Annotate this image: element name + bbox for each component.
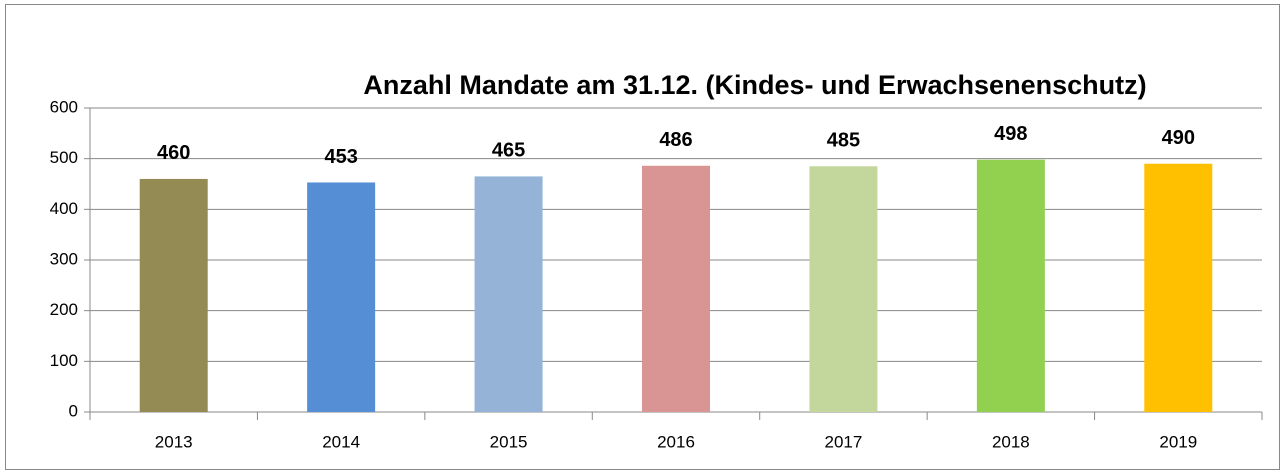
x-tick-label: 2018 bbox=[992, 432, 1030, 451]
bar bbox=[642, 165, 710, 412]
x-tick-label: 2013 bbox=[155, 432, 193, 451]
bar bbox=[139, 178, 208, 412]
y-tick-label: 300 bbox=[50, 249, 78, 268]
bar bbox=[307, 182, 376, 412]
x-tick-label: 2015 bbox=[490, 432, 528, 451]
y-tick-label: 200 bbox=[50, 300, 78, 319]
y-tick-label: 0 bbox=[69, 401, 78, 420]
y-tick-label: 600 bbox=[50, 97, 78, 116]
bar bbox=[809, 166, 878, 412]
x-tick-label: 2019 bbox=[1159, 432, 1197, 451]
y-tick-label: 100 bbox=[50, 351, 78, 370]
value-label: 490 bbox=[1162, 127, 1195, 149]
x-tick-label: 2014 bbox=[322, 432, 360, 451]
value-label: 485 bbox=[827, 130, 860, 152]
value-label: 465 bbox=[492, 140, 525, 162]
x-tick-label: 2017 bbox=[825, 432, 863, 451]
value-label: 486 bbox=[659, 129, 692, 151]
chart-title: Anzahl Mandate am 31.12. (Kindes- und Er… bbox=[363, 70, 1146, 100]
value-label: 460 bbox=[157, 142, 190, 164]
y-tick-label: 500 bbox=[50, 148, 78, 167]
bar bbox=[976, 159, 1045, 412]
value-label: 453 bbox=[324, 146, 357, 168]
bar bbox=[474, 176, 543, 412]
bar bbox=[1144, 163, 1213, 412]
value-label: 498 bbox=[994, 123, 1027, 145]
x-tick-label: 2016 bbox=[657, 432, 695, 451]
y-tick-label: 400 bbox=[50, 199, 78, 218]
